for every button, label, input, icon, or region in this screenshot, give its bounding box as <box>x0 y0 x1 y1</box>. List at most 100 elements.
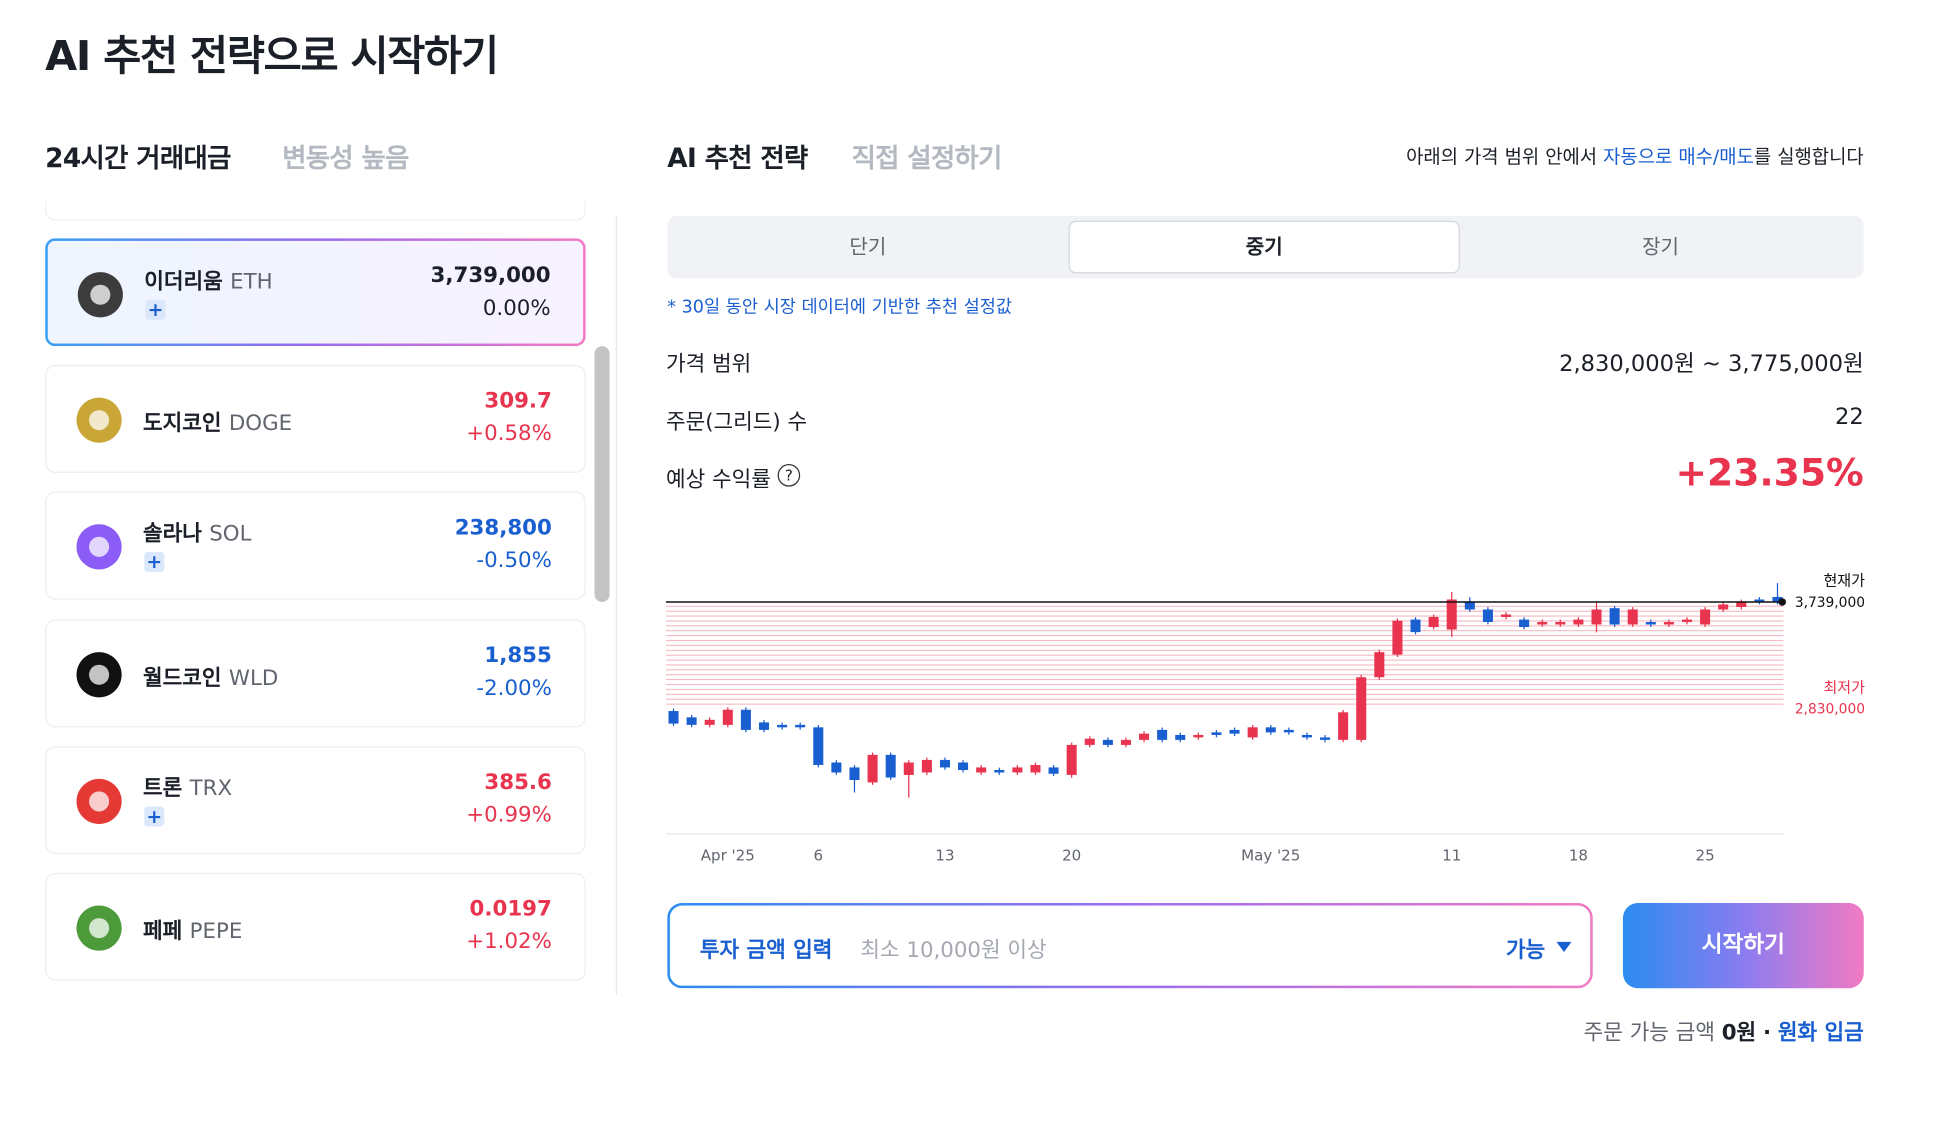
current-price-name: 현재가 <box>1823 572 1865 590</box>
coin-symbol: ETH <box>230 269 273 295</box>
input-placeholder: 최소 10,000원 이상 <box>860 938 1047 964</box>
x-tick-label: Apr '25 <box>701 846 755 864</box>
page-title: AI 추천 전략으로 시작하기 <box>45 31 499 81</box>
dropdown-arrow <box>1556 941 1572 952</box>
candle-body <box>1663 622 1674 625</box>
candle-body <box>1501 614 1512 617</box>
candle-body <box>1139 733 1150 740</box>
coin-price: 3,739,000 <box>430 263 551 289</box>
candle-body <box>976 767 987 773</box>
coin-icon-mark <box>89 410 110 431</box>
candle-body <box>958 762 969 771</box>
coin-symbol: SOL <box>209 522 252 548</box>
coin-symbol: DOGE <box>228 411 293 437</box>
tab-active[interactable]: 24시간 거래대금 <box>45 142 231 174</box>
period-option[interactable]: 중기 <box>1068 220 1460 274</box>
coin-card[interactable]: 도지코인 DOGE 309.7 +0.58% <box>45 365 586 474</box>
deposit-link[interactable]: 원화 입금 <box>1777 1020 1864 1047</box>
coin-name-text: 페페 <box>142 919 183 945</box>
coin-icon <box>76 778 122 824</box>
coin-change: +1.02% <box>466 929 552 955</box>
candle-body <box>885 754 896 778</box>
period-selector: 단기 중기 장기 <box>667 215 1864 279</box>
note: * 30일 동안 시장 데이터에 기반한 추천 설정값 <box>667 297 1013 318</box>
x-tick-label: 11 <box>1442 846 1461 864</box>
candle-chart: Apr '25 6 13 20 May '25 11 18 25 현재가 3,739,000 최저가… <box>665 572 1865 864</box>
candle-body <box>668 711 679 724</box>
coin-price: 1,855 <box>484 642 552 668</box>
candle-body <box>1681 619 1693 623</box>
separator: · <box>1762 1020 1772 1047</box>
coin-card[interactable]: 솔라나 SOL +238,800 -0.50% <box>45 492 586 600</box>
candle-body <box>1537 622 1548 625</box>
coin-name-text: 트론 <box>142 776 183 802</box>
footer-amount: 0원 <box>1721 1020 1757 1047</box>
row-label: 주문(그리드) 수 <box>665 410 808 436</box>
tab-active[interactable]: AI 추천 전략 <box>667 142 808 174</box>
scrollbar-thumb[interactable] <box>594 346 610 603</box>
footer-label: 주문 가능 금액 <box>1583 1020 1715 1047</box>
coin-name: 도지코인 DOGE <box>143 405 293 437</box>
candle-body <box>1084 738 1095 745</box>
candle-body <box>903 762 914 775</box>
coin-icon-mark <box>89 537 110 558</box>
candle-body <box>1157 729 1168 740</box>
coin-change: -0.50% <box>476 548 552 574</box>
coin-symbol: WLD <box>228 665 279 691</box>
candle-body <box>1048 767 1059 774</box>
coin-icon <box>77 272 123 318</box>
coin-badge: + <box>144 806 165 826</box>
period-option[interactable]: 단기 <box>849 234 887 259</box>
coin-symbol: TRX <box>189 776 233 802</box>
coin-name: 페페 PEPE <box>143 913 242 944</box>
period-option[interactable]: 장기 <box>1642 234 1680 259</box>
candle-body <box>994 770 1005 773</box>
candle-body <box>813 727 824 765</box>
coin-icon <box>76 651 122 697</box>
candle-body <box>1211 732 1222 735</box>
amount-input[interactable]: 투자 금액 입력 최소 10,000원 이상 가능 <box>667 903 1593 988</box>
coin-card[interactable]: 트론 TRX +385.6 +0.99% <box>45 745 586 854</box>
candle-body <box>1175 734 1186 740</box>
coin-price: 238,800 <box>454 515 552 542</box>
coin-icon-mark <box>89 791 110 812</box>
candle-body <box>831 762 842 773</box>
profit-value: +23.35% <box>1675 451 1864 496</box>
coin-card[interactable]: 이더리움 ETH +3,739,000 0.00% <box>45 238 586 346</box>
x-tick-label: 18 <box>1569 846 1588 864</box>
notice-link: 자동으로 매수/매도 <box>1603 145 1754 169</box>
coin-price: 385.6 <box>484 769 552 795</box>
candle-body <box>1193 734 1204 738</box>
candle-body <box>1736 601 1747 608</box>
candle-body <box>1247 727 1258 738</box>
coin-card[interactable]: 월드코인 WLD 1,855 -2.00% <box>45 619 586 727</box>
candle-body <box>1012 767 1023 773</box>
coin-icon-mark <box>90 284 111 305</box>
card-edge <box>45 200 586 221</box>
x-tick-label: 25 <box>1696 846 1715 864</box>
coin-badge: + <box>145 299 166 320</box>
candle-body <box>867 754 878 783</box>
tab[interactable]: 변동성 높음 <box>282 142 409 174</box>
coin-card[interactable]: 페페 PEPE 0.0197 +1.02% <box>45 872 586 981</box>
candle-body <box>740 709 751 730</box>
available[interactable]: 가능 <box>1505 938 1546 964</box>
help-icon[interactable]: ? <box>777 464 801 487</box>
notice-text: 아래의 가격 범위 안에서 <box>1406 145 1604 169</box>
min-price-name: 최저가 <box>1823 678 1865 696</box>
candle-body <box>686 717 697 725</box>
candle-body <box>1718 604 1729 610</box>
candle-body <box>939 759 950 768</box>
x-tick-label: 6 <box>814 846 824 864</box>
coin-badge: + <box>144 552 165 572</box>
candle-body <box>1066 744 1077 775</box>
tab[interactable]: 직접 설정하기 <box>851 142 1003 174</box>
candle-body <box>1030 764 1041 773</box>
coin-name-text: 월드코인 <box>142 665 222 691</box>
notice: 아래의 가격 범위 안에서 자동으로 매수/매도를 실행합니다 <box>1406 143 1864 169</box>
start-button[interactable]: 시작하기 <box>1622 903 1864 989</box>
candle-body <box>1356 677 1367 740</box>
notice-text: 를 실행합니다 <box>1753 145 1864 169</box>
